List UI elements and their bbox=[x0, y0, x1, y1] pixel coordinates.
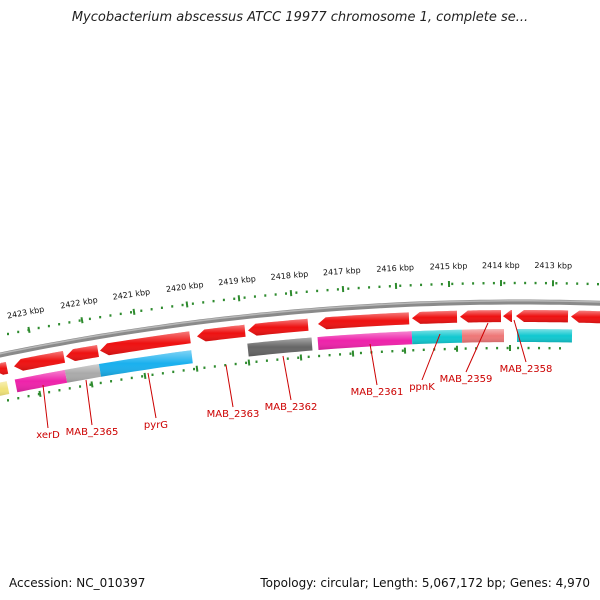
gene-arrow-shade bbox=[516, 310, 569, 323]
gene-block-shade bbox=[14, 369, 68, 393]
inner-major-tick bbox=[143, 372, 147, 380]
leader-line bbox=[421, 333, 441, 381]
leader-line bbox=[42, 384, 49, 429]
map-title: Mycobacterium abscessus ATCC 19977 chrom… bbox=[71, 10, 529, 25]
inner-major-tick bbox=[90, 381, 94, 388]
gene-label: MAB_2362 bbox=[265, 402, 318, 413]
kbp-label: 2420 kbp bbox=[165, 280, 204, 294]
inner-major-tick bbox=[247, 359, 251, 366]
gene-arrow-shade bbox=[412, 310, 458, 324]
gene-arrow-shade bbox=[248, 318, 309, 336]
kbp-label: 2417 kbp bbox=[323, 266, 361, 278]
outer-major-tick bbox=[289, 290, 293, 297]
gene-block-shade bbox=[411, 329, 463, 345]
gene-arrow-shade bbox=[0, 362, 9, 375]
gene-arrow-shade bbox=[460, 310, 501, 323]
leader-line bbox=[85, 379, 93, 426]
inner-major-tick bbox=[299, 354, 303, 361]
leader-line bbox=[369, 343, 378, 386]
gene-block-shade bbox=[317, 331, 413, 350]
gene-block-shade bbox=[247, 337, 313, 357]
gene-block-shade bbox=[98, 350, 193, 377]
inner-major-tick bbox=[38, 390, 42, 398]
leader-line bbox=[282, 355, 292, 401]
kbp-label: 2421 kbp bbox=[112, 287, 151, 302]
outer-major-tick bbox=[80, 317, 84, 324]
gene-label: ppnK bbox=[409, 382, 435, 393]
gene-label: MAB_2359 bbox=[440, 374, 493, 385]
backbone-highlight bbox=[0, 300, 600, 355]
gene-label: pyrG bbox=[144, 420, 168, 431]
gene-block-shade bbox=[64, 364, 102, 383]
kbp-label: 2422 kbp bbox=[60, 295, 99, 310]
gene-arrow-shade bbox=[66, 345, 99, 361]
outer-major-tick bbox=[237, 295, 241, 302]
kbp-label: 2415 kbp bbox=[430, 261, 468, 271]
kbp-label: 2418 kbp bbox=[270, 270, 308, 282]
leader-line bbox=[513, 319, 527, 363]
leader-line bbox=[465, 322, 489, 373]
kbp-label: 2413 kbp bbox=[534, 261, 572, 270]
gene-arrow-shade bbox=[14, 351, 66, 371]
gene-label: MAB_2365 bbox=[66, 427, 119, 438]
inner-major-tick bbox=[195, 365, 199, 372]
gene-arrow-shade bbox=[318, 312, 410, 330]
gene-block-shade bbox=[0, 381, 10, 396]
inner-scale-ticks bbox=[7, 345, 561, 402]
gene-arrow-shade bbox=[197, 324, 246, 342]
gene-label: MAB_2358 bbox=[500, 364, 553, 375]
gene-block-shade bbox=[517, 329, 573, 343]
gene-labels: xerD MAB_2365 pyrG MAB_2363 MAB_2362 MAB_2361… bbox=[36, 319, 553, 441]
gene-label: MAB_2361 bbox=[351, 387, 404, 398]
gene-label: xerD bbox=[36, 430, 60, 441]
chromosome-backbone bbox=[0, 299, 600, 358]
kbp-label: 2416 kbp bbox=[376, 263, 414, 274]
outer-major-tick bbox=[132, 308, 136, 315]
gene-arrow-shade bbox=[571, 310, 600, 324]
kbp-label: 2414 kbp bbox=[482, 261, 520, 270]
kbp-label: 2423 kbp bbox=[6, 305, 45, 321]
accession-text: Accession: NC_010397 bbox=[9, 576, 146, 590]
gene-track bbox=[0, 310, 600, 396]
kbp-label: 2419 kbp bbox=[218, 274, 256, 287]
leader-line bbox=[147, 372, 157, 419]
leader-line bbox=[225, 364, 234, 408]
outer-major-tick bbox=[27, 326, 31, 333]
gene-block-shade bbox=[461, 329, 504, 343]
gene-label: MAB_2363 bbox=[207, 409, 260, 420]
gene-arrow-shade bbox=[100, 331, 191, 356]
outer-major-tick bbox=[185, 301, 189, 308]
gene-arrow-shade bbox=[503, 310, 512, 322]
topology-text: Topology: circular; Length: 5,067,172 bp… bbox=[260, 576, 590, 590]
outer-scale-ticks bbox=[7, 280, 599, 336]
backbone-line bbox=[0, 299, 600, 358]
